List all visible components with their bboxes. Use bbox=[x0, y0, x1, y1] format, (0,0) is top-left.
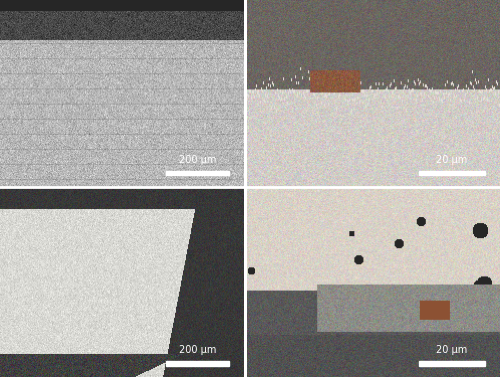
Text: 200 μm: 200 μm bbox=[179, 345, 216, 355]
Text: 20 μm: 20 μm bbox=[436, 155, 468, 165]
Text: 20 μm: 20 μm bbox=[436, 345, 468, 355]
Bar bbox=[166, 171, 230, 175]
Bar bbox=[166, 361, 230, 366]
Bar bbox=[419, 171, 485, 175]
Text: 200 μm: 200 μm bbox=[179, 155, 216, 165]
Bar bbox=[419, 361, 485, 366]
